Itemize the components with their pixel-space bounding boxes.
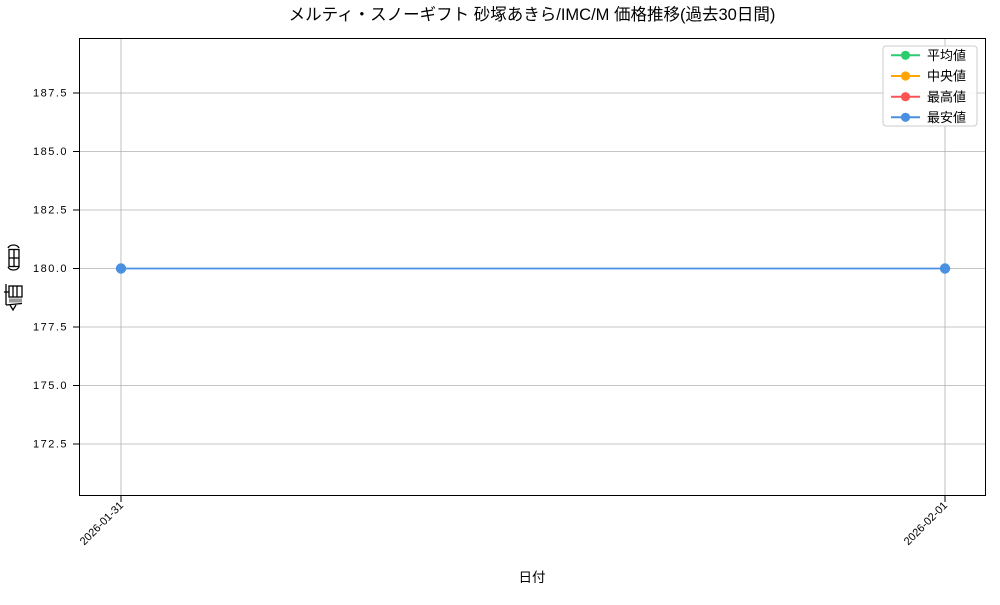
svg-text:平均値: 平均値 <box>927 48 966 63</box>
svg-text:182.5: 182.5 <box>33 205 68 217</box>
svg-text:日付: 日付 <box>519 570 546 585</box>
svg-text:172.5: 172.5 <box>33 439 68 451</box>
svg-text:最安値: 最安値 <box>927 110 966 125</box>
svg-text:中央値: 中央値 <box>927 69 966 84</box>
svg-text:メルティ・スノーギフト 砂塚あきら/IMC/M 価格推移(過: メルティ・スノーギフト 砂塚あきら/IMC/M 価格推移(過去30日間) <box>289 5 776 24</box>
svg-text:185.0: 185.0 <box>33 146 68 158</box>
svg-text:187.5: 187.5 <box>33 88 68 100</box>
svg-text:最高値: 最高値 <box>927 89 966 104</box>
svg-text:175.0: 175.0 <box>33 380 68 392</box>
svg-text:180.0: 180.0 <box>33 263 68 275</box>
svg-text:177.5: 177.5 <box>33 322 68 334</box>
